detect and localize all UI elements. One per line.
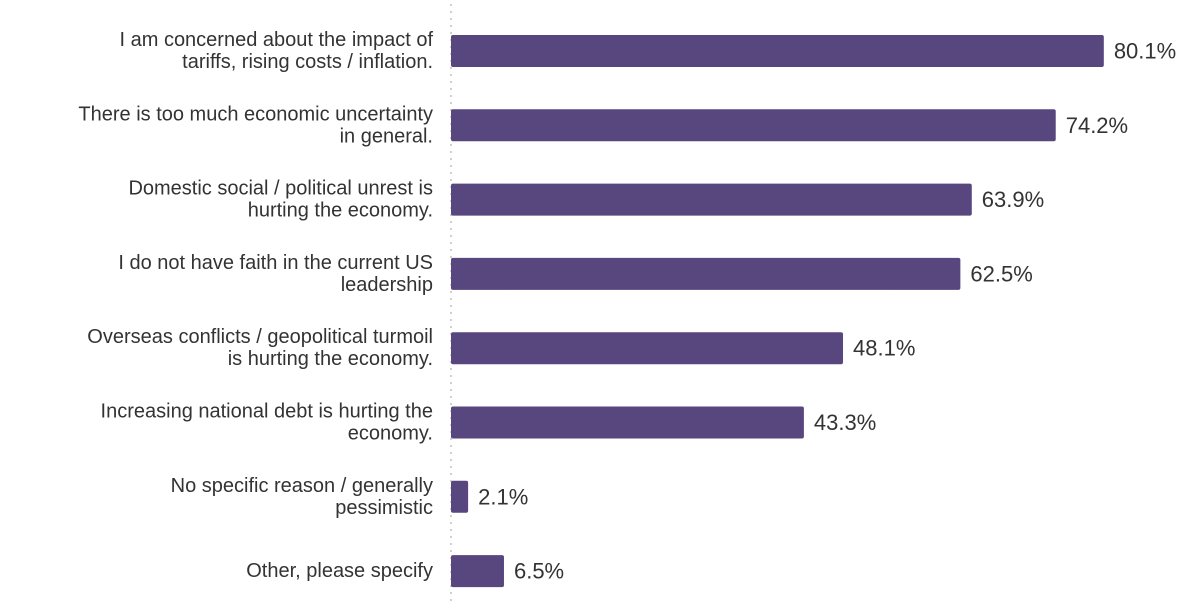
bar [451,480,469,513]
category-label-line: No specific reason / generally [171,475,433,497]
category-labels-layer: I am concerned about the impact of tariff… [78,29,433,582]
category-label: Overseas conflicts / geopolitical turmoi… [87,326,433,370]
value-labels-layer: 80.1% 74.2% 63.9% 62.5% 48.1% 43.3% 2.1% 6.5% [478,39,1176,584]
category-label-line: in general. [340,125,433,147]
category-label: Other, please specify [246,560,433,582]
category-label: No specific reason / generally pessimisti… [171,475,433,519]
category-label-line: Other, please specify [246,560,433,582]
value-label: 63.9% [982,187,1044,212]
bar [451,332,844,365]
category-label-line: pessimistic [335,497,433,519]
value-label: 6.5% [514,559,564,584]
category-label: I am concerned about the impact of tariff… [119,29,433,73]
category-label-line: tariffs, rising costs / inflation. [182,51,433,73]
category-label-line: is hurting the economy. [228,348,433,370]
value-label: 74.2% [1066,113,1128,138]
bar [451,406,804,439]
category-label-line: Overseas conflicts / geopolitical turmoi… [87,326,433,348]
category-label: I do not have faith in the current US lea… [118,252,433,296]
bar [451,109,1056,142]
bars-layer [451,35,1104,588]
category-label-line: economy. [348,423,433,445]
category-label-line: I do not have faith in the current US [118,252,433,274]
category-label-line: There is too much economic uncertainty [78,103,433,125]
value-label: 43.3% [814,410,876,435]
category-label: Increasing national debt is hurting the e… [101,401,433,445]
bar [451,35,1104,67]
bar [451,555,504,588]
bar [451,183,972,216]
category-label-line: Increasing national debt is hurting the [101,401,433,423]
category-label-line: leadership [341,274,433,296]
value-label: 2.1% [478,484,528,509]
value-label: 80.1% [1114,39,1176,64]
value-label: 62.5% [970,261,1032,286]
category-label: There is too much economic uncertainty in… [78,103,433,147]
category-label-line: hurting the economy. [248,200,433,222]
value-label: 48.1% [853,336,915,361]
category-label: Domestic social / political unrest is hur… [128,178,433,222]
bar [451,257,961,290]
category-label-line: Domestic social / political unrest is [128,178,433,200]
category-label-line: I am concerned about the impact of [119,29,433,51]
